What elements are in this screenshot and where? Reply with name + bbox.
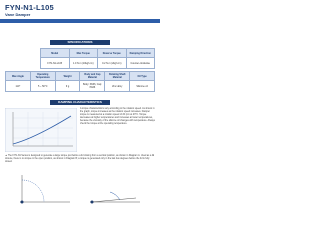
table-row: 110° 5 ~ 50°C 9 g Body: PA66, Cap: PA66 Zinc… (5, 80, 155, 92)
table-cell: Counter-clockwise (125, 57, 155, 69)
spec-table: Max Angle Operating Temperature Weight Body… (5, 71, 155, 92)
diagrams (20, 175, 140, 204)
column-header: Weight (54, 71, 81, 81)
table-cell: 0.2 N·m (2kgf·cm) (97, 57, 127, 69)
title: FYN-N1-L105 (5, 3, 54, 12)
section-title: SPECIFICATIONS (50, 40, 110, 45)
column-header: Max Torque (68, 48, 98, 58)
table-cell: Zinc alloy (104, 80, 131, 92)
column-header: Rotating Shaft Material (104, 71, 131, 81)
column-header: Body and Cap Material (79, 71, 106, 81)
table-cell: 5 ~ 50°C (29, 80, 56, 92)
damping-text: A torque characteristics vary according … (80, 108, 155, 125)
header-row: Max Angle Operating Temperature Weight Body… (5, 71, 155, 81)
subtitle: Vane Damper (5, 12, 31, 17)
torque-graph (5, 108, 77, 152)
spec-table: Model Max Torque Reverse Torque Damping Dir… (40, 48, 155, 69)
header-row: Model Max Torque Reverse Torque Damping Dir… (40, 48, 155, 58)
page: {"header": {"title": "FYN-N1-L105", "sub… (0, 0, 160, 210)
table-cell: 9 g (54, 80, 81, 92)
table-cell: Silicone oil (129, 80, 155, 92)
column-header: Model (40, 48, 70, 58)
table-cell: 110° (5, 80, 31, 92)
column-header: Damping Direction (125, 48, 155, 58)
header-band (0, 19, 160, 23)
table-cell: FYN-N1-L105 (40, 57, 70, 69)
table-cell: Body: PA66, Cap: PA66 (79, 80, 106, 92)
note-text: ▲ The FYN-N1 Series is designed to gener… (5, 155, 155, 163)
table-cell: 1.0 N·m (10kgf·cm) (68, 57, 98, 69)
column-header: Reverse Torque (97, 48, 127, 58)
column-header: Oil Type (129, 71, 155, 81)
table-row: FYN-N1-L105 1.0 N·m (10kgf·cm) 0.2 N·m (2k… (40, 57, 155, 69)
section-title: DAMPING CHARACTERISTICS (50, 100, 110, 105)
column-header: Max Angle (5, 71, 31, 81)
column-header: Operating Temperature (29, 71, 56, 81)
